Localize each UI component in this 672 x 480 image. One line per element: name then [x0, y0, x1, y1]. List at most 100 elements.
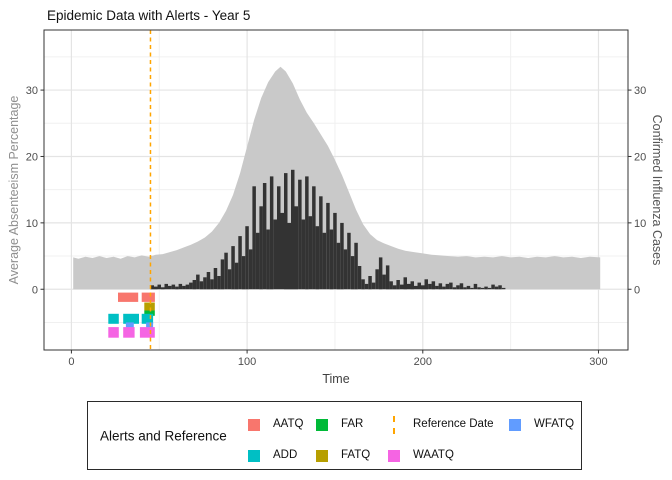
- influenza-bar: [484, 286, 488, 290]
- legend-key-square-icon: [248, 419, 260, 431]
- influenza-bar: [357, 266, 362, 290]
- legend-key-square-icon: [388, 450, 400, 462]
- influenza-bar: [350, 256, 355, 290]
- influenza-bar: [308, 216, 313, 290]
- influenza-bar: [463, 287, 467, 290]
- influenza-bar: [305, 176, 309, 290]
- influenza-bar: [368, 276, 372, 290]
- influenza-bar: [255, 232, 260, 290]
- influenza-bar: [442, 286, 446, 290]
- influenza-bar: [392, 285, 397, 290]
- influenza-bar: [466, 285, 471, 290]
- y-tick-label-left: 10: [26, 218, 38, 230]
- influenza-bar: [375, 269, 379, 290]
- legend-key-square-icon: [248, 450, 260, 462]
- influenza-bar: [417, 282, 421, 290]
- influenza-bar: [473, 283, 478, 290]
- influenza-bar: [220, 259, 225, 290]
- influenza-bar: [340, 222, 344, 290]
- alert-tile-WAATQ: [123, 327, 135, 338]
- legend-entry-label: WAATQ: [413, 449, 454, 461]
- legend-entry-label: FAR: [341, 418, 364, 430]
- influenza-bar: [312, 186, 316, 290]
- influenza-bar: [378, 257, 383, 290]
- influenza-bar: [266, 229, 270, 290]
- legend-key-dashed-line-icon: [393, 416, 395, 434]
- influenza-bar: [280, 212, 284, 290]
- influenza-bar: [175, 286, 179, 290]
- alert-tile-WFATQ: [125, 322, 134, 332]
- influenza-bar: [361, 279, 365, 290]
- alert-tile-FATQ: [144, 302, 155, 311]
- influenza-bar: [385, 265, 390, 290]
- influenza-bar: [421, 285, 425, 290]
- influenza-bar: [364, 283, 369, 290]
- influenza-bar: [157, 284, 161, 290]
- influenza-bar: [326, 202, 330, 290]
- absenteeism-area: [73, 66, 601, 290]
- alert-tile-WAATQ: [139, 327, 155, 338]
- influenza-bar: [431, 281, 436, 290]
- influenza-bar: [262, 183, 267, 290]
- influenza-bar: [182, 285, 186, 290]
- y-tick-label-left: 0: [32, 284, 38, 296]
- influenza-bar: [171, 284, 176, 290]
- influenza-bar: [210, 279, 214, 290]
- influenza-bar: [227, 269, 232, 290]
- influenza-bar: [284, 173, 288, 290]
- influenza-bar: [196, 274, 200, 290]
- influenza-bar: [259, 206, 263, 290]
- influenza-bar: [403, 277, 407, 290]
- influenza-bar: [382, 274, 386, 290]
- alert-tile-AATQ: [118, 292, 139, 302]
- x-axis-title: Time: [322, 372, 350, 386]
- y-axis-title-right: Confirmed Influenza Cases: [650, 114, 664, 266]
- influenza-bar: [203, 277, 207, 290]
- influenza-bar: [470, 287, 474, 290]
- legend-key-square-icon: [316, 419, 328, 431]
- alert-tile-FAR: [144, 310, 155, 316]
- influenza-bar: [273, 219, 277, 290]
- influenza-bar: [477, 287, 481, 290]
- influenza-bar: [410, 281, 414, 290]
- influenza-bar: [199, 281, 204, 290]
- y-tick-label-right: 30: [634, 85, 646, 97]
- influenza-bar: [322, 232, 327, 290]
- influenza-bar: [491, 284, 495, 290]
- influenza-bar: [168, 285, 172, 290]
- legend-entry-label: ADD: [273, 449, 298, 461]
- legend-entry-label: AATQ: [273, 418, 304, 430]
- influenza-bar: [354, 242, 358, 290]
- y-tick-label-left: 20: [26, 151, 38, 163]
- legend-title: Alerts and Reference: [100, 428, 227, 443]
- influenza-bar: [206, 272, 211, 290]
- x-tick-label: 100: [238, 356, 256, 368]
- influenza-bar: [217, 276, 221, 290]
- legend-entry-label: FATQ: [341, 449, 371, 461]
- influenza-bar: [241, 256, 246, 290]
- influenza-bar: [435, 285, 439, 290]
- y-tick-label-right: 10: [634, 218, 646, 230]
- influenza-bar: [192, 280, 197, 290]
- influenza-bar: [252, 186, 256, 290]
- influenza-bar: [389, 281, 393, 290]
- influenza-bar: [269, 176, 274, 290]
- alert-tile-ADD: [123, 313, 139, 324]
- alert-tile-ADD: [108, 313, 119, 324]
- influenza-bar: [501, 287, 506, 290]
- influenza-bar: [150, 285, 154, 290]
- y-tick-label-right: 0: [634, 284, 640, 296]
- influenza-bar: [161, 287, 165, 290]
- influenza-bar: [245, 226, 249, 290]
- alert-tile-AATQ: [141, 292, 155, 302]
- influenza-bar: [336, 242, 341, 290]
- influenza-bar: [291, 169, 295, 290]
- influenza-bar: [224, 252, 228, 290]
- influenza-bar: [414, 285, 418, 290]
- influenza-bar: [449, 282, 453, 290]
- influenza-bar: [407, 283, 411, 290]
- alert-tile-WFATQ: [146, 322, 154, 332]
- influenza-bar: [164, 283, 168, 290]
- influenza-bar: [438, 283, 443, 290]
